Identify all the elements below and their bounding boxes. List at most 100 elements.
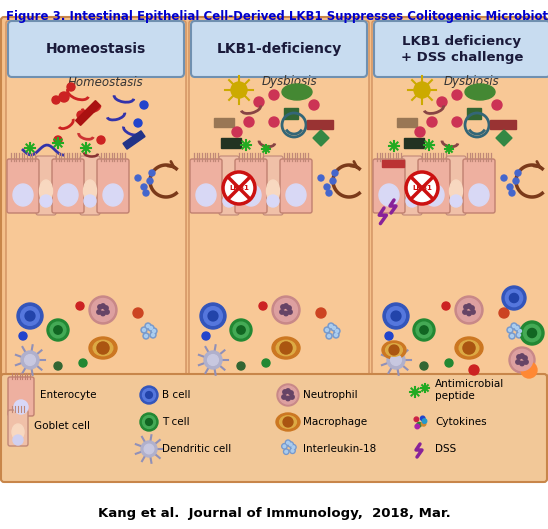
Polygon shape	[496, 130, 512, 146]
Circle shape	[283, 390, 287, 394]
Circle shape	[25, 354, 36, 366]
FancyBboxPatch shape	[8, 377, 34, 416]
Circle shape	[492, 100, 502, 110]
Circle shape	[406, 195, 418, 207]
Circle shape	[328, 334, 330, 338]
Ellipse shape	[222, 180, 236, 202]
Circle shape	[518, 330, 522, 333]
Bar	[467, 108, 481, 119]
Circle shape	[316, 308, 326, 318]
Circle shape	[511, 323, 517, 329]
Circle shape	[145, 334, 147, 338]
Ellipse shape	[386, 344, 402, 357]
Circle shape	[59, 92, 69, 102]
Circle shape	[281, 305, 285, 309]
Circle shape	[391, 311, 401, 321]
Circle shape	[437, 97, 447, 107]
FancyBboxPatch shape	[189, 21, 369, 375]
Circle shape	[208, 354, 219, 366]
Circle shape	[89, 296, 117, 324]
Circle shape	[84, 195, 96, 207]
Circle shape	[134, 119, 142, 127]
FancyBboxPatch shape	[446, 156, 466, 215]
Circle shape	[516, 360, 520, 364]
Circle shape	[288, 442, 293, 447]
Circle shape	[244, 117, 254, 127]
FancyBboxPatch shape	[80, 156, 100, 215]
Circle shape	[421, 422, 426, 426]
Circle shape	[267, 195, 279, 207]
Circle shape	[291, 450, 294, 452]
Circle shape	[101, 311, 105, 316]
Ellipse shape	[279, 416, 296, 428]
Circle shape	[289, 391, 293, 395]
Circle shape	[517, 355, 521, 359]
FancyBboxPatch shape	[190, 159, 222, 213]
FancyBboxPatch shape	[280, 159, 312, 213]
Text: Kang et al.  Journal of Immunology,  2018, Mar.: Kang et al. Journal of Immunology, 2018,…	[98, 506, 450, 519]
Circle shape	[290, 444, 296, 450]
Bar	[214, 118, 234, 127]
Bar	[404, 138, 424, 148]
Ellipse shape	[282, 84, 312, 100]
Circle shape	[150, 326, 152, 330]
Circle shape	[324, 327, 330, 333]
Ellipse shape	[382, 341, 406, 359]
Circle shape	[254, 97, 264, 107]
Ellipse shape	[469, 184, 489, 206]
Circle shape	[272, 296, 300, 324]
FancyBboxPatch shape	[6, 21, 186, 375]
Circle shape	[333, 326, 335, 330]
Circle shape	[413, 319, 435, 341]
Circle shape	[507, 184, 513, 190]
Circle shape	[287, 441, 289, 444]
Text: Homeostasis: Homeostasis	[46, 42, 146, 56]
Text: Interleukin-18: Interleukin-18	[303, 444, 376, 454]
Circle shape	[286, 440, 290, 445]
Text: DSS: DSS	[435, 444, 456, 454]
Circle shape	[502, 286, 526, 310]
Circle shape	[142, 329, 146, 332]
Ellipse shape	[276, 340, 296, 355]
Circle shape	[335, 330, 339, 333]
Ellipse shape	[449, 180, 463, 202]
Circle shape	[97, 310, 101, 314]
Circle shape	[237, 326, 245, 334]
Circle shape	[146, 324, 150, 327]
FancyBboxPatch shape	[1, 17, 547, 473]
FancyBboxPatch shape	[418, 159, 450, 213]
Bar	[397, 118, 417, 127]
Ellipse shape	[455, 337, 483, 359]
Circle shape	[280, 310, 284, 314]
Circle shape	[142, 415, 156, 428]
Ellipse shape	[103, 184, 123, 206]
Circle shape	[97, 342, 109, 354]
Circle shape	[237, 362, 245, 370]
Circle shape	[442, 302, 450, 310]
Circle shape	[143, 333, 149, 339]
Circle shape	[414, 82, 430, 98]
FancyBboxPatch shape	[235, 159, 267, 213]
Circle shape	[391, 354, 401, 366]
Circle shape	[329, 324, 333, 327]
Text: Enterocyte: Enterocyte	[40, 390, 96, 400]
Circle shape	[469, 365, 479, 375]
Ellipse shape	[89, 337, 117, 359]
Circle shape	[470, 306, 474, 310]
FancyBboxPatch shape	[8, 21, 184, 77]
Circle shape	[283, 445, 286, 448]
Circle shape	[515, 170, 521, 176]
Circle shape	[516, 326, 518, 330]
Circle shape	[231, 82, 247, 98]
FancyBboxPatch shape	[7, 159, 39, 213]
Ellipse shape	[379, 184, 399, 206]
Circle shape	[387, 351, 405, 369]
Text: LKB1-deficiency: LKB1-deficiency	[216, 42, 341, 56]
Circle shape	[328, 323, 334, 329]
Circle shape	[145, 323, 151, 329]
Circle shape	[511, 334, 513, 338]
Ellipse shape	[83, 180, 96, 202]
Circle shape	[523, 356, 527, 360]
Text: Dysbiosis: Dysbiosis	[261, 76, 317, 88]
FancyBboxPatch shape	[463, 159, 495, 213]
